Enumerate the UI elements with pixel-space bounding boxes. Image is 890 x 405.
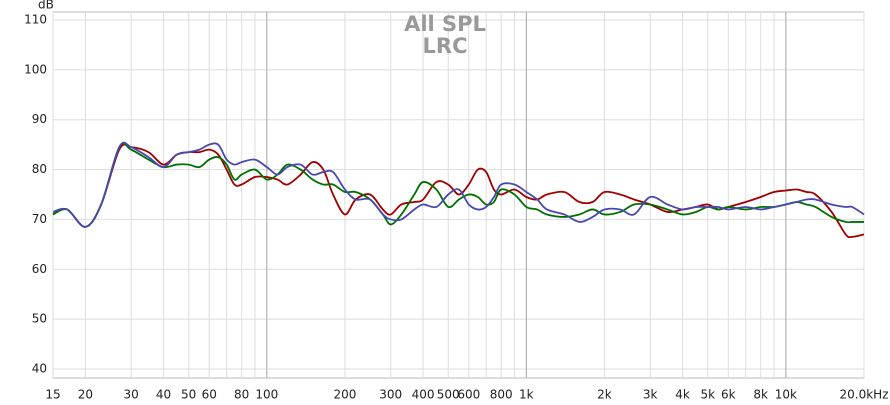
- x-tick-label: 80: [234, 388, 249, 402]
- x-tick-label: 400: [412, 388, 435, 402]
- x-tick-label: 800: [490, 388, 513, 402]
- chart-subtitle: LRC: [423, 34, 468, 58]
- x-tick-label: 20.0kHz: [840, 388, 889, 402]
- x-tick-label: 300: [379, 388, 402, 402]
- x-tick-label: 6k: [721, 388, 736, 402]
- x-tick-label: 40: [156, 388, 171, 402]
- y-tick-label: 50: [32, 312, 47, 326]
- x-tick-label: 8k: [753, 388, 768, 402]
- series-line: [52, 142, 864, 228]
- x-tick-label: 15: [45, 388, 60, 402]
- x-tick-label: 5k: [700, 388, 715, 402]
- y-tick-label: 70: [32, 212, 47, 226]
- x-tick-label: 100: [255, 388, 278, 402]
- x-tick-label: 600: [457, 388, 480, 402]
- x-tick-label: 20: [78, 388, 93, 402]
- x-tick-label: 500: [437, 388, 460, 402]
- y-axis-label: dB: [38, 0, 54, 12]
- series-line: [52, 141, 865, 228]
- y-tick-label: 80: [32, 162, 47, 176]
- x-tick-label: 4k: [675, 388, 690, 402]
- x-tick-label: 1k: [519, 388, 534, 402]
- x-tick-label: 2k: [597, 388, 612, 402]
- y-tick-label: 100: [24, 62, 47, 76]
- x-tick-label: 60: [202, 388, 217, 402]
- y-tick-label: 90: [32, 112, 47, 126]
- chart-title: All SPL: [404, 12, 486, 36]
- y-tick-label: 40: [32, 362, 47, 376]
- x-tick-label: 3k: [643, 388, 658, 402]
- x-tick-label: 30: [123, 388, 138, 402]
- y-tick-label: 60: [32, 262, 47, 276]
- x-tick-label: 50: [181, 388, 196, 402]
- x-tick-label: 200: [333, 388, 356, 402]
- x-tick-label: 10k: [775, 388, 797, 402]
- y-tick-label: 110: [24, 12, 47, 26]
